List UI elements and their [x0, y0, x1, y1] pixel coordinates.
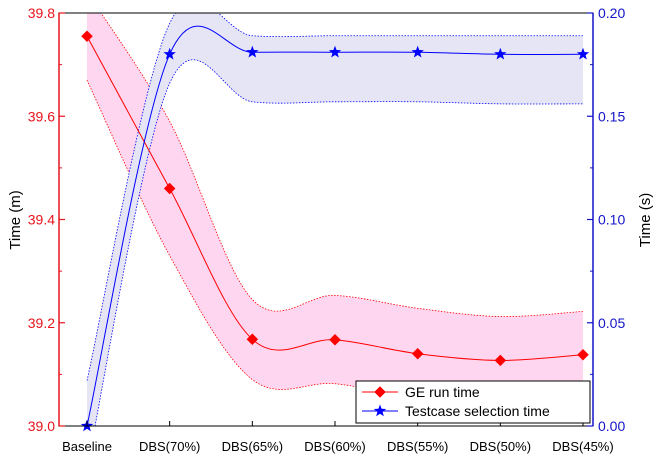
data-point-testcase-selection-time-4 — [411, 45, 424, 58]
legend-box — [355, 380, 591, 424]
series-markers — [80, 30, 590, 432]
data-point-ge-run-time-0 — [81, 30, 93, 43]
x-tick-label: DBS(65%) — [222, 439, 283, 454]
data-point-testcase-selection-time-5 — [494, 47, 507, 60]
x-tick-label: DBS(45%) — [552, 439, 613, 454]
legend-star-marker — [373, 404, 387, 417]
data-point-ge-run-time-6 — [577, 348, 589, 361]
x-tick-label: DBS(70%) — [139, 439, 200, 454]
x-axis-ticks: Baseline DBS(70%) DBS(65%) DBS(60%) DBS(55%)… — [62, 421, 614, 454]
band-upper-edge-0 — [100, 13, 584, 317]
x-tick-label: DBS(60%) — [304, 439, 365, 454]
legend-label-ge-run-time: GE run time — [405, 384, 480, 400]
legend-symbol-ge-run-time — [362, 386, 398, 398]
series-line-1 — [86, 25, 584, 426]
data-point-ge-run-time-2 — [246, 333, 259, 346]
right-tick-label: 0.20 — [598, 5, 625, 21]
data-point-testcase-selection-time-6 — [576, 47, 590, 60]
x-tick-label: Baseline — [62, 439, 112, 454]
data-point-ge-run-time-3 — [329, 333, 341, 346]
band-fill-0 — [87, 13, 583, 405]
right-tick-label: 0.05 — [598, 315, 625, 331]
data-point-testcase-selection-time-2 — [246, 45, 259, 58]
data-point-ge-run-time-5 — [494, 354, 507, 367]
right-axis-title: Time (s) — [637, 193, 654, 247]
left-tick-label: 39.0 — [28, 418, 55, 434]
legend-diamond-marker — [374, 386, 386, 398]
data-point-ge-run-time-4 — [411, 347, 424, 360]
right-tick-label: 0.10 — [598, 212, 625, 228]
right-axis-ticks: 0.00 0.05 0.10 0.15 0.20 — [587, 5, 625, 434]
data-point-testcase-selection-time-1 — [163, 47, 176, 60]
left-tick-label: 39.2 — [28, 315, 55, 331]
right-tick-label: 0.15 — [598, 108, 625, 124]
x-tick-label: DBS(55%) — [387, 439, 448, 454]
band-lower-edge-1 — [94, 59, 584, 426]
left-tick-label: 39.6 — [28, 108, 55, 124]
right-tick-label: 0.00 — [598, 418, 625, 434]
left-tick-label: 39.8 — [28, 5, 55, 21]
left-axis-title: Time (m) — [7, 190, 24, 249]
data-point-testcase-selection-time-3 — [328, 45, 342, 58]
left-axis-ticks: 39.0 39.2 39.4 39.6 39.8 — [28, 5, 65, 434]
legend-symbol-testcase-selection-time — [362, 404, 398, 417]
left-tick-label: 39.4 — [28, 212, 55, 228]
data-point-ge-run-time-1 — [163, 182, 176, 195]
legend: GE run time Testcase selection time — [355, 380, 591, 424]
x-tick-label: DBS(50%) — [470, 439, 531, 454]
legend-label-testcase-selection-time: Testcase selection time — [405, 403, 550, 419]
